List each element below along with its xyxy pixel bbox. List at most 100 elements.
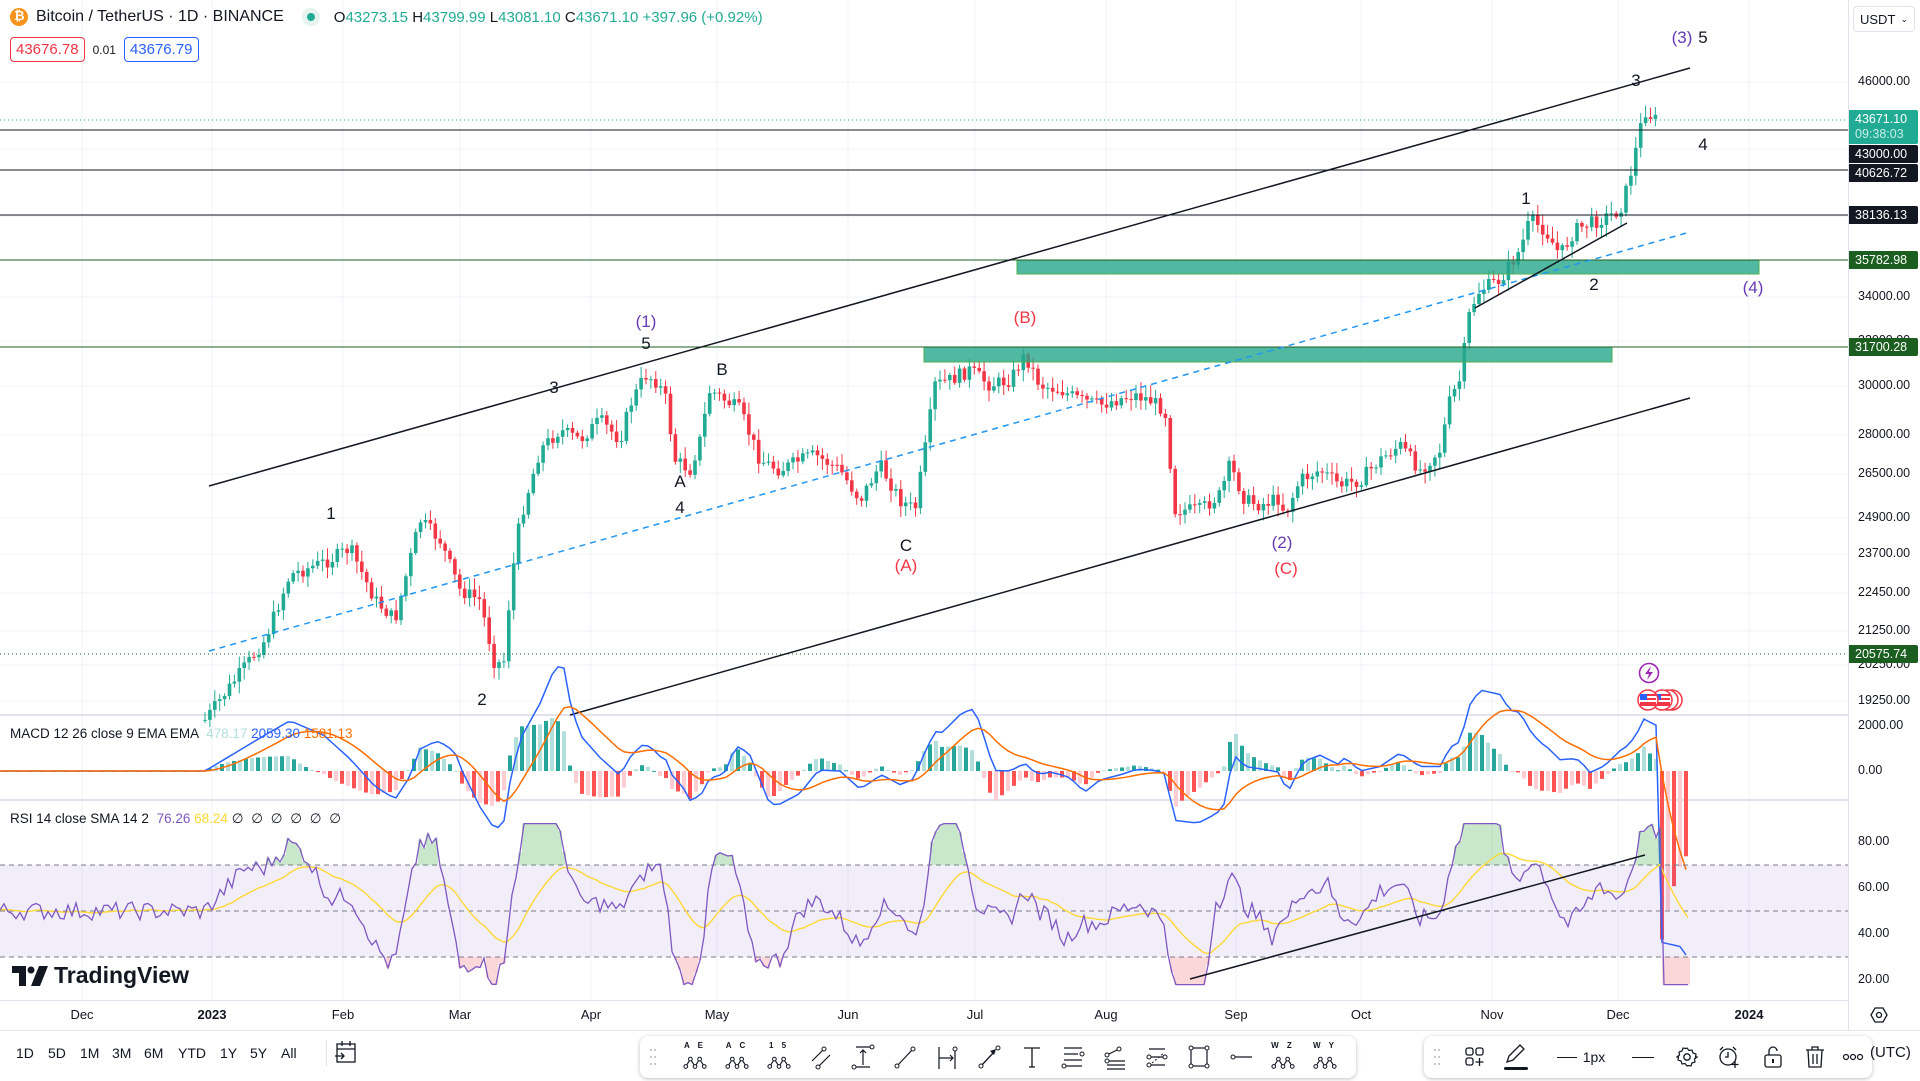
arrow-icon[interactable] <box>974 1042 1004 1072</box>
macd-histogram-value: 478.17 <box>206 726 247 741</box>
go-to-date-calendar-icon[interactable] <box>334 1040 358 1071</box>
wave-label[interactable]: (C) <box>1274 559 1298 579</box>
price-tick-label: 22450.00 <box>1858 585 1910 599</box>
wave-label[interactable]: 1 <box>326 504 335 524</box>
range-button-1y[interactable]: 1Y <box>220 1045 237 1061</box>
wave-label[interactable]: (2) <box>1272 533 1293 553</box>
chevron-down-icon: ⌄ <box>1900 14 1908 25</box>
wave-label[interactable]: 1 <box>1521 189 1530 209</box>
horizontal-lines-icon[interactable] <box>1058 1042 1088 1072</box>
drag-handle-icon[interactable] <box>646 1042 660 1072</box>
bitcoin-icon <box>10 8 28 26</box>
line-color-pencil-icon[interactable] <box>1500 1042 1530 1072</box>
text-icon[interactable] <box>1016 1042 1046 1072</box>
range-button-1d[interactable]: 1D <box>16 1045 34 1061</box>
elliott-impulse-icon[interactable]: 1 5 <box>764 1042 794 1072</box>
price-tick-label: 28000.00 <box>1858 427 1910 441</box>
price-level-tag: 20575.74 <box>1849 645 1918 663</box>
time-axis-label: Mar <box>449 1007 471 1022</box>
wave-label[interactable]: (3) <box>1672 28 1693 48</box>
wave-label[interactable]: 4 <box>675 498 684 518</box>
rsi-legend: RSI 14 close SMA 14 2 76.26 68.24 ∅ ∅ ∅ … <box>10 811 343 827</box>
price-level-tag: 31700.28 <box>1849 338 1918 356</box>
chart-settings-gear-icon[interactable] <box>1870 1006 1888 1029</box>
line-width-icon <box>1557 1057 1577 1058</box>
range-button-ytd[interactable]: YTD <box>178 1045 206 1061</box>
us-economic-events-flags-icon[interactable] <box>1636 688 1690 717</box>
timezone-button[interactable]: (UTC) <box>1870 1044 1911 1061</box>
rsi-empty-values: ∅ ∅ ∅ ∅ ∅ ∅ <box>232 811 343 826</box>
range-button-3m[interactable]: 3M <box>112 1045 131 1061</box>
divider <box>326 1040 327 1066</box>
drag-handle-icon[interactable] <box>1430 1042 1444 1072</box>
range-button-6m[interactable]: 6M <box>144 1045 163 1061</box>
add-alert-clock-icon[interactable] <box>1714 1042 1744 1072</box>
wave-label[interactable]: B <box>716 360 727 380</box>
templates-icon[interactable] <box>1460 1042 1490 1072</box>
wave-label[interactable]: (A) <box>895 556 918 576</box>
line-style-icon[interactable] <box>1628 1042 1658 1072</box>
wave-label[interactable]: 3 <box>549 378 558 398</box>
delete-trash-icon[interactable] <box>1800 1042 1830 1072</box>
currency-selector[interactable]: USDT ⌄ <box>1853 6 1915 32</box>
elliott-abcde-icon[interactable]: A E <box>680 1042 710 1072</box>
wave-label[interactable]: 5 <box>1698 28 1707 48</box>
sell-button[interactable]: 43676.78 <box>10 37 85 62</box>
buy-button[interactable]: 43676.79 <box>124 37 199 62</box>
tradingview-logo[interactable]: TradingView <box>12 962 189 989</box>
drawing-favorites-toolbar: A E A C 1 5 W Z W Y <box>640 1036 1356 1078</box>
wave-label[interactable]: 4 <box>1698 135 1707 155</box>
wave-label[interactable]: A <box>674 472 685 492</box>
wave-label[interactable]: 2 <box>477 690 486 710</box>
wave-label[interactable]: (B) <box>1014 308 1037 328</box>
horizontal-ray-icon[interactable] <box>1226 1042 1256 1072</box>
rectangle-icon[interactable] <box>1184 1042 1214 1072</box>
tradingview-logo-icon <box>12 966 48 986</box>
price-level-tag: 40626.72 <box>1849 164 1918 182</box>
rsi-sma-value: 68.24 <box>194 811 228 826</box>
price-tick-label: 19250.00 <box>1858 693 1910 707</box>
unlock-icon[interactable] <box>1758 1042 1788 1072</box>
elliott-abc-icon[interactable]: A C <box>722 1042 752 1072</box>
wave-label[interactable]: 5 <box>641 334 650 354</box>
wave-label[interactable]: 3 <box>1631 71 1640 91</box>
wave-label[interactable]: (4) <box>1743 278 1764 298</box>
trend-line-icon[interactable] <box>890 1042 920 1072</box>
fib-channel-icon[interactable] <box>1142 1042 1172 1072</box>
line-width-selector[interactable]: 1px <box>1546 1042 1616 1072</box>
date-range-icon[interactable] <box>932 1042 962 1072</box>
fib-retracement-icon[interactable] <box>1100 1042 1130 1072</box>
bid-ask: 43676.78 0.01 43676.79 <box>10 37 199 62</box>
wave-label[interactable]: C <box>900 536 912 556</box>
wave-label[interactable]: 2 <box>1589 275 1598 295</box>
time-axis-label: Jul <box>967 1007 984 1022</box>
time-axis-label: Dec <box>1606 1007 1629 1022</box>
price-range-icon[interactable] <box>848 1042 878 1072</box>
spread-value: 0.01 <box>93 43 116 57</box>
range-button-all[interactable]: All <box>281 1045 297 1061</box>
wave-label[interactable]: (1) <box>636 312 657 332</box>
event-lightning-icon[interactable] <box>1638 662 1660 689</box>
price-tick-label: 20.00 <box>1858 972 1889 986</box>
price-tick-label: 2000.00 <box>1858 718 1903 732</box>
settings-gear-icon[interactable] <box>1672 1042 1702 1072</box>
range-button-5d[interactable]: 5D <box>48 1045 66 1061</box>
object-toolbar: 1px <box>1424 1036 1872 1078</box>
time-axis-label: 2024 <box>1735 1007 1764 1022</box>
ohlc-values: O43273.15 H43799.99 L43081.10 C43671.10 … <box>334 9 763 26</box>
chart-canvas[interactable] <box>0 0 1848 1000</box>
elliott-wxy-icon[interactable]: W Y <box>1310 1042 1340 1072</box>
range-button-5y[interactable]: 5Y <box>250 1045 267 1061</box>
more-options-icon[interactable] <box>1838 1042 1868 1072</box>
price-tick-label: 0.00 <box>1858 763 1882 777</box>
elliott-wxy-z-icon[interactable]: W Z <box>1268 1042 1298 1072</box>
symbol-title[interactable]: Bitcoin / TetherUS · 1D · BINANCE <box>36 8 284 26</box>
price-level-tag: 38136.13 <box>1849 206 1918 224</box>
parallel-channel-icon[interactable] <box>806 1042 836 1072</box>
range-button-1m[interactable]: 1M <box>80 1045 99 1061</box>
time-axis[interactable] <box>0 1000 1848 1031</box>
time-axis-label: 2023 <box>198 1007 227 1022</box>
price-level-tag: 35782.98 <box>1849 251 1918 269</box>
time-axis-label: May <box>705 1007 730 1022</box>
